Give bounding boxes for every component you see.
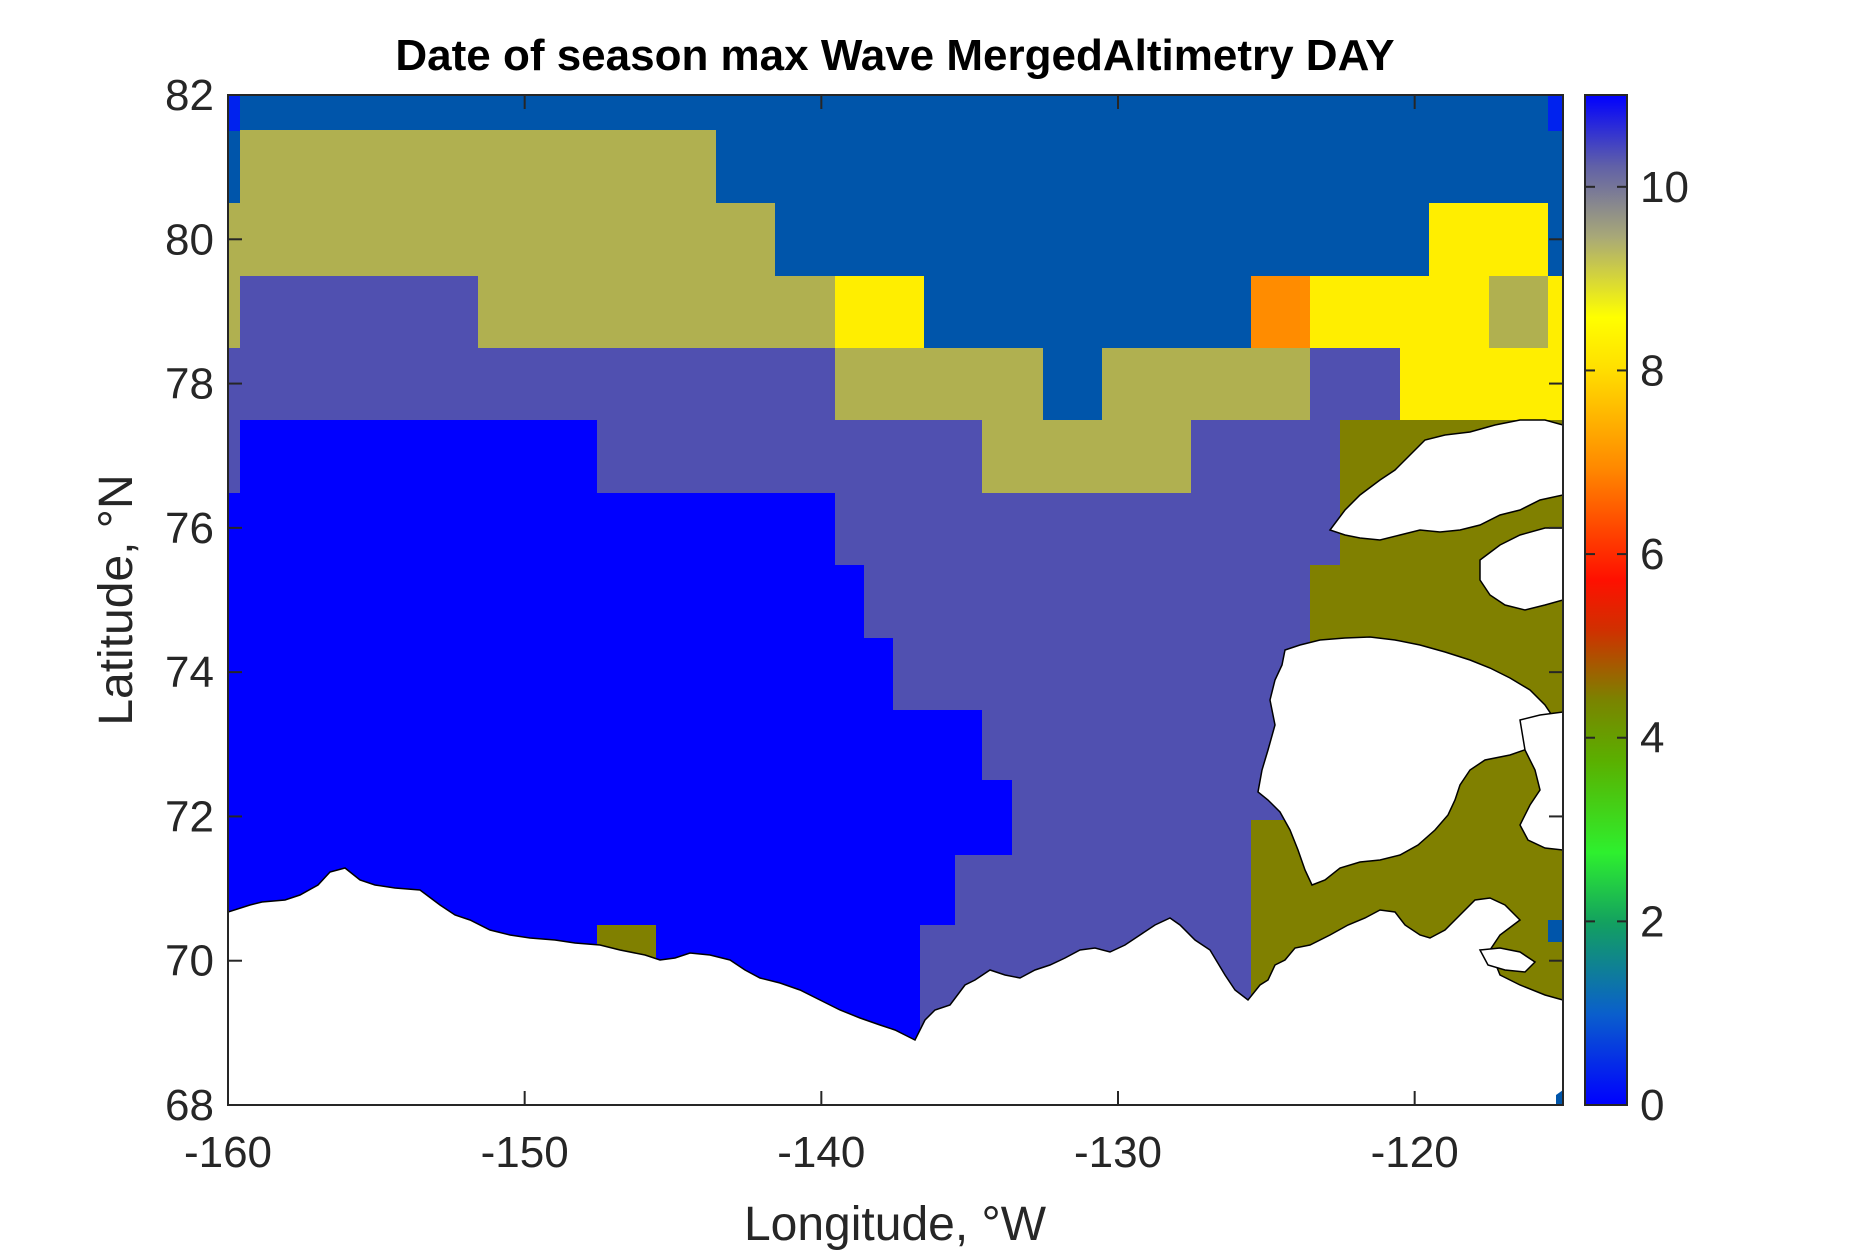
chart-title: Date of season max Wave MergedAltimetry … <box>395 31 1394 80</box>
cell-value-9-east <box>1489 276 1548 348</box>
land-sw-corner <box>1556 1090 1563 1105</box>
cell-value-0-east <box>1548 920 1563 942</box>
land-prince-patrick <box>1479 527 1563 611</box>
cell-value-8-west <box>835 276 924 348</box>
x-tick-label: -140 <box>777 1128 865 1177</box>
cell-value-8-east <box>1310 203 1563 420</box>
cell-value-9-middle <box>835 348 1310 493</box>
land-victoria-island <box>1257 636 1556 886</box>
cell-value-0-edge <box>228 95 240 131</box>
colorbar-tick-labels: 0 2 4 6 8 10 <box>1640 163 1689 1130</box>
x-tick-label: -160 <box>184 1128 272 1177</box>
land-alaska-coast <box>228 867 1563 1105</box>
colorbar-tick-label: 6 <box>1640 530 1664 579</box>
x-axis-title: Longitude, °W <box>744 1198 1047 1250</box>
land-banks-island <box>1328 419 1563 541</box>
cell-value-7 <box>1251 276 1310 348</box>
y-axis <box>228 94 1563 1106</box>
colorbar-tick-label: 10 <box>1640 163 1689 212</box>
colorbar-tick-label: 2 <box>1640 897 1664 946</box>
x-tick-label: -120 <box>1371 1128 1459 1177</box>
cell-value-9-edge <box>228 203 240 348</box>
y-tick-labels: 68 70 72 74 76 78 80 82 <box>165 71 214 1130</box>
y-tick-label: 74 <box>165 648 214 697</box>
y-tick-label: 70 <box>165 937 214 986</box>
y-tick-label: 76 <box>165 504 214 553</box>
colorbar <box>1584 94 1628 1106</box>
y-tick-label: 80 <box>165 215 214 264</box>
x-axis <box>227 95 1416 1105</box>
colorbar-tick-label: 4 <box>1640 714 1664 763</box>
colorbar-tick-label: 8 <box>1640 346 1664 395</box>
y-axis-title: Latitude, °N <box>90 474 143 725</box>
y-tick-label: 78 <box>165 360 214 409</box>
y-tick-label: 82 <box>165 71 214 120</box>
colorbar-ticks <box>1585 185 1627 1106</box>
y-tick-label: 68 <box>165 1081 214 1130</box>
x-tick-labels: -160 -150 -140 -130 -120 <box>184 1128 1459 1177</box>
plot-area <box>228 95 1563 1105</box>
plot-frame <box>227 94 1564 1106</box>
cell-value-0-edge-east <box>1548 95 1563 131</box>
cell-value-11-notch <box>1043 348 1102 420</box>
x-tick-label: -150 <box>481 1128 569 1177</box>
land-small-island <box>1478 947 1537 973</box>
x-tick-label: -130 <box>1074 1128 1162 1177</box>
y-tick-label: 72 <box>165 792 214 841</box>
colorbar-tick-label: 0 <box>1640 1081 1664 1130</box>
